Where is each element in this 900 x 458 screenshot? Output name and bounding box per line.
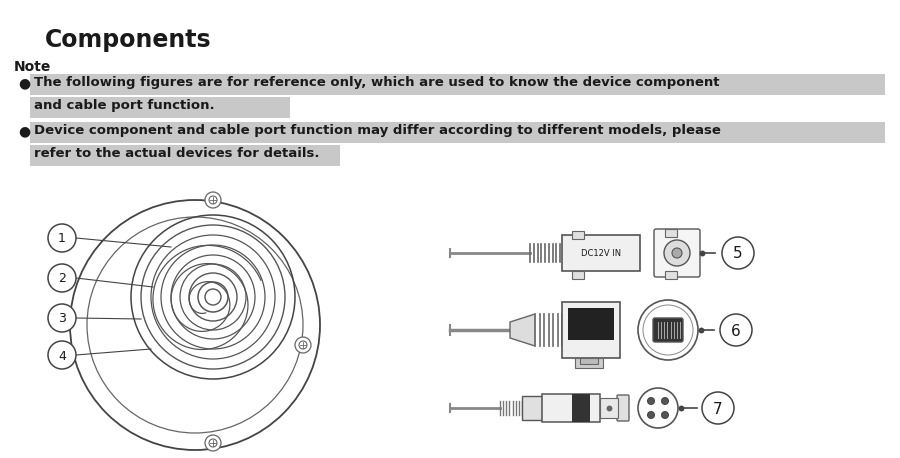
Bar <box>30 74 885 95</box>
Bar <box>572 271 584 279</box>
Text: 3: 3 <box>58 312 66 326</box>
Circle shape <box>48 264 76 292</box>
Text: and cable port function.: and cable port function. <box>34 99 214 112</box>
Circle shape <box>722 237 754 269</box>
Circle shape <box>48 341 76 369</box>
Bar <box>572 394 590 422</box>
Bar <box>665 229 677 237</box>
Circle shape <box>48 224 76 252</box>
FancyBboxPatch shape <box>600 398 618 418</box>
FancyBboxPatch shape <box>562 235 640 271</box>
Bar <box>568 308 614 340</box>
Circle shape <box>647 398 654 404</box>
Polygon shape <box>510 314 535 346</box>
Text: 2: 2 <box>58 273 66 285</box>
FancyBboxPatch shape <box>653 318 683 342</box>
Text: Note: Note <box>14 60 51 74</box>
Circle shape <box>205 192 221 208</box>
Bar <box>580 358 598 364</box>
Circle shape <box>647 411 654 419</box>
Bar <box>30 145 340 166</box>
Circle shape <box>720 314 752 346</box>
Text: 5: 5 <box>734 246 742 262</box>
Circle shape <box>662 411 669 419</box>
Circle shape <box>638 388 678 428</box>
FancyBboxPatch shape <box>542 394 600 422</box>
Circle shape <box>638 300 698 360</box>
Text: ●: ● <box>18 124 30 138</box>
Text: 7: 7 <box>713 402 723 416</box>
Text: 4: 4 <box>58 349 66 362</box>
Text: 6: 6 <box>731 323 741 338</box>
Text: The following figures are for reference only, which are used to know the device : The following figures are for reference … <box>34 76 719 89</box>
FancyBboxPatch shape <box>575 358 603 368</box>
Circle shape <box>664 240 690 266</box>
Text: Device component and cable port function may differ according to different model: Device component and cable port function… <box>34 124 721 137</box>
Circle shape <box>662 398 669 404</box>
FancyBboxPatch shape <box>562 302 620 358</box>
Bar <box>30 97 290 118</box>
Text: DC12V IN: DC12V IN <box>580 250 621 258</box>
Circle shape <box>672 248 682 258</box>
Text: 1: 1 <box>58 233 66 245</box>
Bar <box>665 271 677 279</box>
Text: Components: Components <box>45 28 212 52</box>
Circle shape <box>205 289 221 305</box>
Bar <box>572 231 584 239</box>
FancyBboxPatch shape <box>522 396 542 420</box>
Bar <box>30 122 885 143</box>
Text: refer to the actual devices for details.: refer to the actual devices for details. <box>34 147 320 160</box>
Text: ●: ● <box>18 76 30 90</box>
Circle shape <box>205 435 221 451</box>
Circle shape <box>702 392 734 424</box>
Circle shape <box>48 304 76 332</box>
FancyBboxPatch shape <box>617 395 629 421</box>
FancyBboxPatch shape <box>654 229 700 277</box>
Circle shape <box>295 337 311 353</box>
